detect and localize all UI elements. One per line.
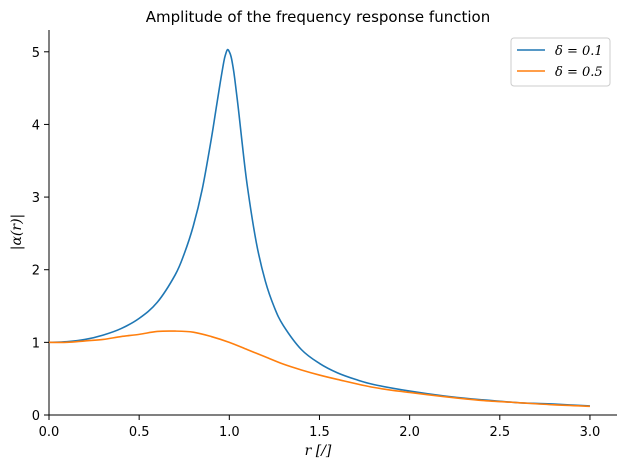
- series-line-1: [48, 48, 590, 407]
- y-tick-label: 4: [32, 118, 40, 133]
- series-line-2: [48, 330, 590, 408]
- x-axis-label: r [/]: [305, 443, 332, 459]
- legend-label-1: δ = 0.1: [555, 44, 603, 59]
- y-tick-label: 5: [32, 46, 40, 61]
- y-tick-label: 2: [32, 264, 40, 279]
- axes: 0.0 0.5 1.0 1.5 2.0 2.5 3.0 0 1 2 3 4 5: [32, 30, 617, 440]
- x-tick-label: 2.5: [489, 425, 510, 440]
- legend-label-2: δ = 0.5: [555, 65, 603, 80]
- y-tick-label: 1: [32, 336, 40, 351]
- x-tick-label: 0.0: [39, 425, 60, 440]
- x-tick-label: 2.0: [399, 425, 420, 440]
- legend: δ = 0.1 δ = 0.5: [510, 37, 611, 87]
- y-axis-label: |α(r)|: [9, 214, 25, 251]
- plot-area: [48, 48, 590, 408]
- x-tick-label: 0.5: [129, 425, 150, 440]
- x-tick-label: 1.5: [309, 425, 330, 440]
- chart-title: Amplitude of the frequency response func…: [146, 8, 490, 26]
- x-tick-label: 1.0: [219, 425, 240, 440]
- y-tick-label: 3: [32, 191, 40, 206]
- x-tick-label: 3.0: [580, 425, 601, 440]
- y-tick-label: 0: [32, 409, 40, 424]
